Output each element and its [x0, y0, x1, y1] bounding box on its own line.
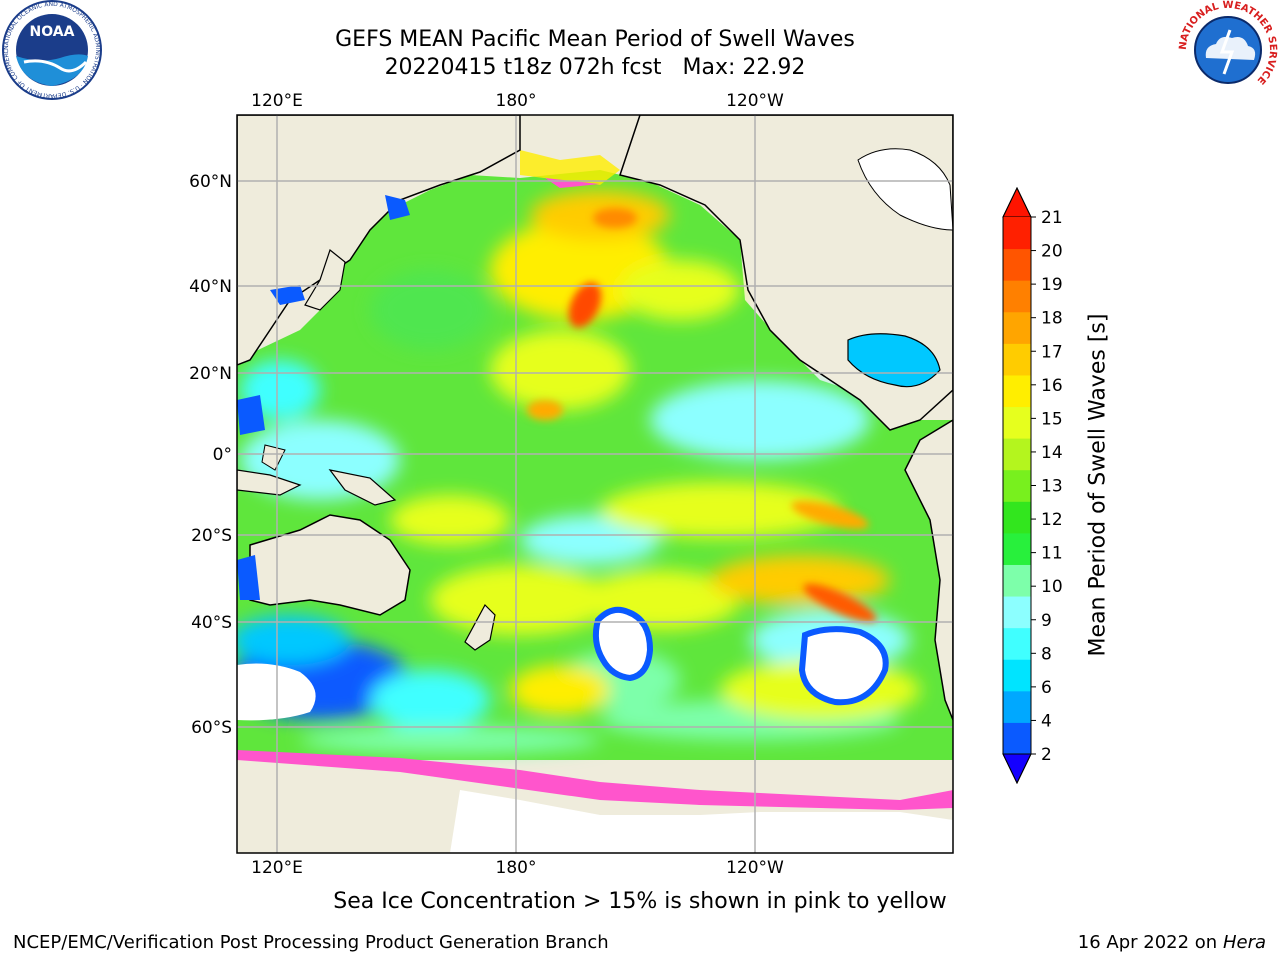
colorbar-segment: [1003, 343, 1031, 376]
colorbar-segment: [1003, 217, 1031, 250]
lat-tick: 60°S: [191, 718, 232, 738]
lat-tick: 40°N: [189, 277, 232, 297]
colorbar-tick-label: 18: [1041, 309, 1063, 329]
date-text: 16 Apr 2022 on: [1077, 932, 1218, 953]
colorbar-tick-label: 10: [1041, 577, 1063, 597]
colorbar-tick-label: 21: [1041, 208, 1063, 228]
colorbar-tick-label: 15: [1041, 409, 1063, 429]
new-zealand: [464, 604, 496, 651]
chart-subtitle: 20220415 t18z 072h fcst Max: 22.92: [0, 55, 1190, 81]
lat-tick: 20°S: [191, 526, 232, 546]
colorbar-segment: [1003, 438, 1031, 471]
colorbar-tick-label: 4: [1041, 711, 1052, 731]
lat-tick: 20°N: [189, 364, 232, 384]
colorbar-segment: [1003, 564, 1031, 597]
colorbar-tick-label: 11: [1041, 544, 1063, 564]
colorbar-tick-label: 14: [1041, 443, 1063, 463]
chart-title: GEFS MEAN Pacific Mean Period of Swell W…: [335, 27, 855, 52]
colorbar-segment: [1003, 280, 1031, 313]
colorbar-segments: [1002, 186, 1032, 785]
indonesia: [237, 469, 302, 496]
colorbar-tick-label: 16: [1041, 376, 1063, 396]
sea-ice-band: [237, 750, 953, 810]
colorbar-segment: [1003, 248, 1031, 281]
colorbar-tick-label: 17: [1041, 342, 1063, 362]
noaa-logo: NOAA NATIONAL OCEANIC AND ATMOSPHERIC AD…: [0, 0, 102, 100]
nws-logo: NATIONAL WEATHER SERVICE: [1178, 0, 1278, 99]
colorbar-segment: [1003, 406, 1031, 439]
lat-tick: 60°N: [189, 172, 232, 192]
run-label: 20220415 t18z 072h fcst: [384, 55, 662, 80]
south-america: [904, 419, 953, 721]
colorbar-tick-label: 19: [1041, 275, 1063, 295]
date-line: 16 Apr 2022 on Hera: [1078, 932, 1266, 953]
colorbar-segment: [1003, 532, 1031, 565]
calm-zone: [798, 626, 889, 706]
sea-ice-note: Sea Ice Concentration > 15% is shown in …: [333, 889, 947, 914]
colorbar-segment: [1003, 722, 1031, 755]
colorbar-tick-label: 20: [1041, 242, 1063, 262]
colorbar-tick-label: 12: [1041, 510, 1063, 530]
colorbar-tick-label: 2: [1041, 745, 1052, 765]
calm-zone: [592, 606, 654, 682]
lon-tick-top: 120°E: [251, 91, 303, 111]
colorbar-segment: [1003, 469, 1031, 502]
max-label: Max: 22.92: [682, 55, 806, 80]
colorbar-segment: [1003, 501, 1031, 534]
colorbar-under-arrow: [1002, 753, 1032, 785]
colorbar-tick-label: 8: [1041, 644, 1052, 664]
lon-tick-bottom: 120°W: [726, 858, 784, 878]
colorbar-tick-label: 9: [1041, 611, 1052, 631]
colorbar-tick-label: 6: [1041, 678, 1052, 698]
australia: [249, 514, 411, 616]
japan: [304, 248, 346, 311]
lon-tick-bottom: 120°E: [251, 858, 303, 878]
map-frame: [236, 114, 954, 854]
colorbar-segment: [1003, 596, 1031, 629]
credit-line: NCEP/EMC/Verification Post Processing Pr…: [13, 932, 609, 953]
colorbar-tick-label: 13: [1041, 477, 1063, 497]
lon-tick-bottom: 180°: [496, 858, 537, 878]
colorbar-label: Mean Period of Swell Waves [s]: [1085, 313, 1111, 657]
colorbar-segment: [1003, 627, 1031, 660]
map-field: [237, 115, 953, 853]
colorbar: 2 4 6 8 9 10 11 12 13 14 15 16 17 18 19 20 21: [1002, 186, 1063, 785]
machine-name: Hera: [1222, 932, 1266, 953]
asia: [237, 115, 521, 366]
lat-tick: 40°S: [191, 613, 232, 633]
colorbar-segment: [1003, 311, 1031, 344]
gridlines: [237, 115, 953, 853]
colorbar-segment: [1003, 659, 1031, 692]
lon-tick-top: 180°: [496, 91, 537, 111]
noaa-logo-text: NOAA: [30, 24, 75, 40]
colorbar-segment: [1003, 690, 1031, 723]
lat-tick: 0°: [213, 445, 232, 465]
colorbar-over-arrow: [1002, 186, 1032, 218]
lon-tick-top: 120°W: [726, 91, 784, 111]
new-guinea: [328, 469, 397, 506]
colorbar-segment: [1003, 374, 1031, 408]
